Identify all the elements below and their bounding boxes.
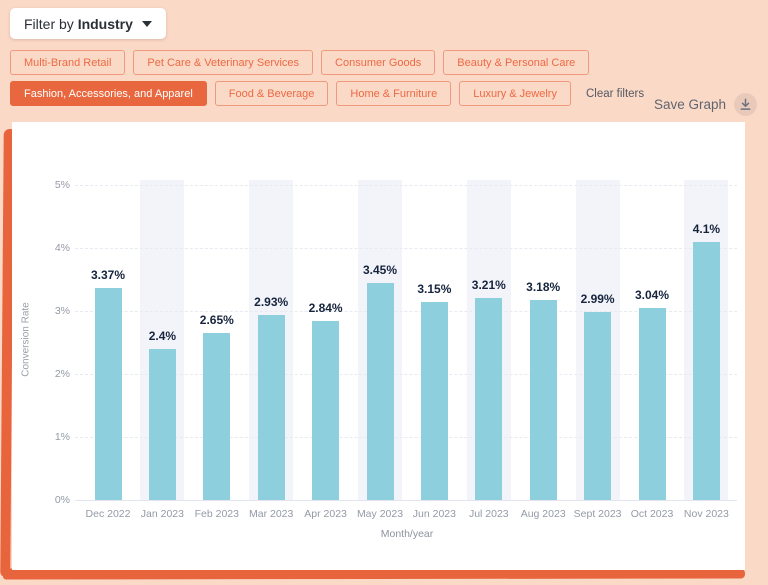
filter-pill-food-beverage[interactable]: Food & Beverage — [215, 81, 329, 106]
bar-value-label: 4.1% — [671, 222, 741, 236]
y-tick-label: 4% — [40, 242, 70, 254]
bar-value-label: 2.65% — [182, 313, 252, 327]
x-tick-label: Nov 2023 — [672, 508, 740, 520]
grid-line — [75, 185, 737, 186]
clear-filters-button[interactable]: Clear filters — [586, 88, 644, 100]
filter-pill-luxury-jewelry[interactable]: Luxury & Jewelry — [459, 81, 571, 106]
y-tick-label: 2% — [40, 368, 70, 380]
y-axis-title: Conversion Rate — [21, 290, 32, 390]
bar-value-label: 2.4% — [127, 329, 197, 343]
filter-pill-row-2: Fashion, Accessories, and Apparel Food &… — [10, 81, 644, 106]
filter-pill-multi-brand-retail[interactable]: Multi-Brand Retail — [10, 50, 125, 75]
y-tick-label: 0% — [40, 494, 70, 506]
save-graph-label: Save Graph — [654, 97, 726, 112]
bar — [584, 312, 611, 500]
page: { "filter_dropdown": { "prefix": "Filter… — [0, 0, 768, 585]
y-tick-label: 5% — [40, 179, 70, 191]
bar — [95, 288, 122, 500]
y-tick-label: 1% — [40, 431, 70, 443]
bar — [693, 242, 720, 500]
chevron-down-icon — [142, 21, 152, 27]
bar — [367, 283, 394, 500]
bar-value-label: 2.84% — [291, 301, 361, 315]
download-icon[interactable] — [734, 93, 757, 116]
filter-pill-home-furniture[interactable]: Home & Furniture — [336, 81, 451, 106]
bar — [421, 302, 448, 500]
bar — [258, 315, 285, 500]
filter-pill-row-1: Multi-Brand Retail Pet Care & Veterinary… — [10, 50, 589, 75]
y-tick-label: 3% — [40, 305, 70, 317]
bar — [530, 300, 557, 500]
bar — [203, 333, 230, 500]
bar-value-label: 3.04% — [617, 288, 687, 302]
filter-pill-beauty-personal-care[interactable]: Beauty & Personal Care — [443, 50, 589, 75]
grid-line — [75, 248, 737, 249]
bar — [475, 298, 502, 500]
save-graph-button[interactable]: Save Graph — [654, 93, 757, 116]
filter-pill-pet-care-veterinary[interactable]: Pet Care & Veterinary Services — [133, 50, 313, 75]
bar — [312, 321, 339, 500]
chart-card: Conversion Rate Month/year 0% 1% 2% 3% 4% 5% 3… — [12, 122, 745, 570]
filter-pill-fashion-accessories-apparel[interactable]: Fashion, Accessories, and Apparel — [10, 81, 207, 106]
x-axis-title: Month/year — [357, 528, 457, 540]
grid-line — [75, 500, 737, 501]
filter-by-dropdown[interactable]: Filter by Industry — [10, 8, 166, 39]
filter-by-text: Filter by Industry — [24, 16, 133, 32]
bar — [149, 349, 176, 500]
filter-pill-consumer-goods[interactable]: Consumer Goods — [321, 50, 435, 75]
bar-value-label: 3.45% — [345, 263, 415, 277]
bar — [639, 308, 666, 500]
plot-area: Conversion Rate Month/year 0% 1% 2% 3% 4% 5% 3… — [12, 122, 745, 570]
bar-value-label: 3.37% — [73, 268, 143, 282]
filter-by-value: Industry — [78, 16, 133, 32]
